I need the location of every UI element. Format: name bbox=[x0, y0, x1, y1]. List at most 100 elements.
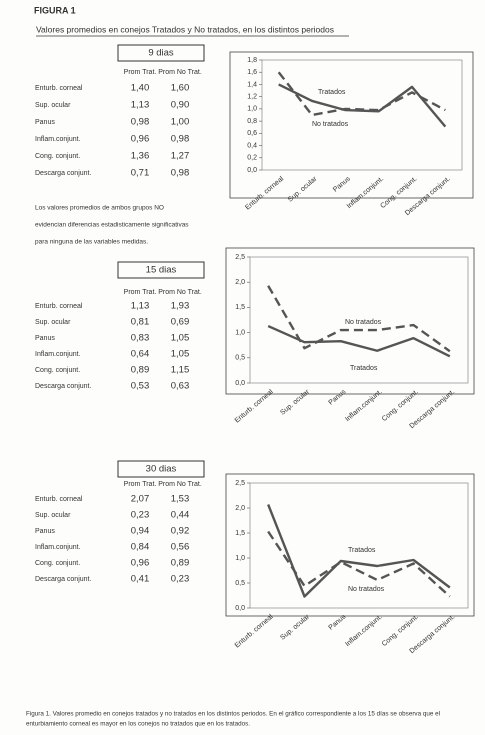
cell-value: 0,53 bbox=[131, 381, 150, 392]
series-label: Tratados bbox=[318, 89, 346, 96]
cell-value: 1,13 bbox=[131, 301, 150, 312]
cell-value: 0,23 bbox=[131, 510, 150, 521]
y-tick-label: 2,5 bbox=[235, 480, 245, 487]
caption: Figura 1. Valores promedio en conejos tr… bbox=[26, 711, 440, 718]
row-label: Enturb. corneal bbox=[35, 496, 83, 503]
row-label: Panus bbox=[35, 528, 55, 535]
cell-value: 0,23 bbox=[171, 574, 190, 585]
y-tick-label: 1,2 bbox=[247, 94, 257, 101]
figure-label: FIGURA 1 bbox=[34, 5, 76, 15]
plot-area bbox=[261, 59, 463, 171]
y-tick-label: 1,0 bbox=[235, 555, 245, 562]
row-label: Inflam.conjunt. bbox=[35, 544, 81, 551]
row-label: Cong. conjunt. bbox=[35, 153, 80, 160]
cell-value: 0,56 bbox=[171, 542, 190, 553]
cell-value: 0,71 bbox=[131, 168, 150, 179]
cell-value: 0,96 bbox=[131, 558, 150, 569]
chart-frame bbox=[229, 51, 474, 199]
cell-value: 0,92 bbox=[171, 526, 190, 537]
row-label: Cong. conjunt. bbox=[35, 367, 80, 374]
column-header: Prom Trat. bbox=[124, 69, 157, 76]
row-label: Descarga conjunt. bbox=[35, 170, 91, 177]
series-line bbox=[267, 530, 451, 598]
series-line bbox=[277, 71, 446, 117]
y-tick-label: 1,5 bbox=[235, 304, 245, 311]
y-tick-label: 0,0 bbox=[235, 605, 245, 612]
cell-value: 0,96 bbox=[131, 134, 150, 145]
y-tick-label: 1,5 bbox=[235, 530, 245, 537]
column-header: Prom No Trat. bbox=[158, 289, 202, 296]
y-tick-label: 0,0 bbox=[247, 167, 257, 174]
cell-value: 0,64 bbox=[131, 349, 150, 360]
cell-value: 2,07 bbox=[131, 494, 150, 505]
series-label: Tratados bbox=[348, 547, 376, 554]
cell-value: 0,98 bbox=[131, 117, 150, 128]
cell-value: 1,40 bbox=[131, 83, 150, 94]
cell-value: 0,98 bbox=[171, 168, 190, 179]
y-tick-label: 0,6 bbox=[247, 130, 257, 137]
cell-value: 0,84 bbox=[131, 542, 150, 553]
cell-value: 1,13 bbox=[131, 100, 150, 111]
row-label: Descarga conjunt. bbox=[35, 576, 91, 583]
plot-area bbox=[249, 482, 469, 609]
y-tick-label: 0,8 bbox=[247, 118, 257, 125]
cell-value: 0,63 bbox=[171, 381, 190, 392]
y-tick-label: 2,0 bbox=[235, 279, 245, 286]
cell-value: 0,90 bbox=[171, 100, 190, 111]
column-header: Prom No Trat. bbox=[158, 481, 202, 488]
row-label: Sup. ocular bbox=[35, 102, 71, 109]
y-tick-label: 2,0 bbox=[235, 505, 245, 512]
period-box bbox=[117, 261, 205, 279]
cell-value: 0,81 bbox=[131, 317, 150, 328]
row-label: Cong. conjunt. bbox=[35, 560, 80, 567]
period-title: 30 dias bbox=[146, 464, 177, 475]
y-tick-label: 0,2 bbox=[247, 155, 257, 162]
series-line bbox=[278, 83, 447, 128]
cell-value: 1,05 bbox=[171, 333, 190, 344]
period-box bbox=[117, 44, 205, 62]
cell-value: 0,69 bbox=[171, 317, 190, 328]
column-header: Prom Trat. bbox=[124, 289, 157, 296]
cell-value: 1,27 bbox=[171, 151, 190, 162]
period-title: 15 dias bbox=[146, 265, 177, 276]
note: evidencian diferencias estadisticamente … bbox=[35, 222, 189, 229]
chart-frame bbox=[225, 247, 475, 395]
cell-value: 0,83 bbox=[131, 333, 150, 344]
caption: enturbiamiento corneal es mayor en los c… bbox=[26, 721, 250, 728]
y-tick-label: 0,4 bbox=[247, 142, 257, 149]
cell-value: 1,00 bbox=[171, 117, 190, 128]
series-label: Tratados bbox=[350, 365, 378, 372]
y-tick-label: 1,6 bbox=[247, 69, 257, 76]
series-label: No tratados bbox=[345, 319, 382, 326]
column-header: Prom No Trat. bbox=[158, 69, 202, 76]
row-label: Descarga conjunt. bbox=[35, 383, 91, 390]
cell-value: 0,41 bbox=[131, 574, 150, 585]
cell-value: 1,15 bbox=[171, 365, 190, 376]
y-tick-label: 1,0 bbox=[247, 106, 257, 113]
plot-area bbox=[249, 256, 469, 384]
cell-value: 1,60 bbox=[171, 83, 190, 94]
series-line bbox=[267, 285, 451, 353]
cell-value: 0,89 bbox=[171, 558, 190, 569]
y-tick-label: 1,4 bbox=[247, 81, 257, 88]
chart-frame bbox=[225, 473, 475, 617]
cell-value: 1,36 bbox=[131, 151, 150, 162]
note: para ninguna de las variables medidas. bbox=[35, 239, 148, 246]
row-label: Enturb. corneal bbox=[35, 303, 83, 310]
y-tick-label: 1,0 bbox=[235, 329, 245, 336]
row-label: Panus bbox=[35, 335, 55, 342]
series-label: No tratados bbox=[312, 121, 349, 128]
y-tick-label: 0,5 bbox=[235, 355, 245, 362]
y-tick-label: 2,5 bbox=[235, 254, 245, 261]
series-line bbox=[267, 504, 451, 598]
series-label: No tratados bbox=[348, 586, 385, 593]
row-label: Enturb. corneal bbox=[35, 85, 83, 92]
row-label: Inflam.conjunt. bbox=[35, 136, 81, 143]
cell-value: 0,94 bbox=[131, 526, 150, 537]
column-header: Prom Trat. bbox=[124, 481, 157, 488]
y-tick-label: 0,0 bbox=[235, 380, 245, 387]
row-label: Sup. ocular bbox=[35, 319, 71, 326]
cell-value: 1,93 bbox=[171, 301, 190, 312]
